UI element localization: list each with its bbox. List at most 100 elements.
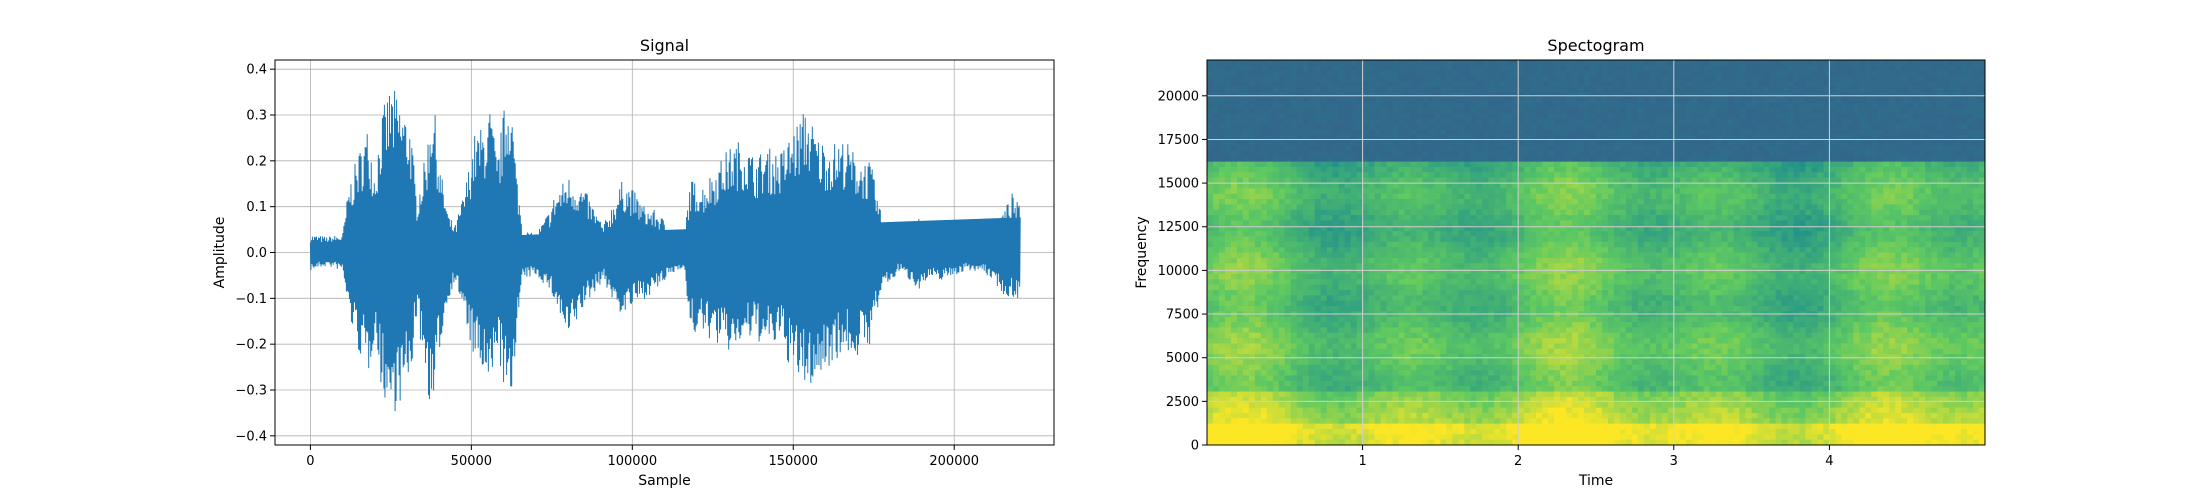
spectrogram-cell xyxy=(1512,439,1519,445)
spectrogram-cell xyxy=(1308,70,1316,77)
spectrogram-cell xyxy=(1224,263,1232,270)
spectrogram-cell xyxy=(1440,70,1447,77)
spectrogram-cell xyxy=(1452,177,1459,184)
spectrogram-cell xyxy=(1380,140,1388,147)
spectrogram-cell xyxy=(1506,263,1513,270)
spectrogram-cell xyxy=(1356,220,1364,227)
spectrogram-cell xyxy=(1296,108,1304,115)
spectrogram-cell xyxy=(1572,65,1579,72)
spectrogram-cell xyxy=(1344,375,1352,382)
spectrogram-cell xyxy=(1326,199,1334,205)
spectrogram-cell xyxy=(1476,225,1483,232)
spectrogram-cell xyxy=(1536,402,1543,409)
spectrogram-cell xyxy=(1236,322,1244,328)
spectrogram-cell xyxy=(1416,305,1424,312)
spectrogram-cell xyxy=(1428,364,1436,371)
spectrogram-cell xyxy=(1386,343,1394,350)
spectrogram-cell xyxy=(1566,231,1573,238)
spectrogram-cell xyxy=(1428,418,1436,425)
spectrogram-cell xyxy=(1248,134,1256,141)
spectrogram-cell xyxy=(1218,412,1226,419)
spectrogram-cell xyxy=(1512,220,1519,227)
spectrogram-cell xyxy=(1404,129,1412,136)
spectrogram-cell xyxy=(1494,182,1501,189)
spectrogram-cell xyxy=(1596,428,1603,435)
spectrogram-cell xyxy=(1272,220,1280,227)
spectrogram-cell xyxy=(1260,225,1268,232)
spectrogram-cell xyxy=(1404,76,1412,82)
spectrogram-cell xyxy=(1518,348,1525,355)
spectrogram-cell xyxy=(1470,193,1477,200)
spectrogram-cell xyxy=(1494,295,1501,302)
spectrogram-cell xyxy=(1476,439,1483,445)
spectrogram-cell xyxy=(1596,343,1603,350)
spectrogram-cell xyxy=(1314,300,1322,307)
spectrogram-cell xyxy=(1308,76,1316,82)
spectrogram-cell xyxy=(1452,134,1459,141)
spectrogram-cell xyxy=(1590,172,1597,179)
spectrogram-cell xyxy=(1386,327,1394,334)
spectrogram-cell xyxy=(1422,236,1430,243)
spectrogram-cell xyxy=(1207,348,1214,355)
spectrogram-cell xyxy=(1248,252,1256,259)
spectrogram-cell xyxy=(1398,60,1406,66)
spectrogram-cell xyxy=(1601,375,1609,382)
spectrogram-cell xyxy=(1296,177,1304,184)
spectrogram-cell xyxy=(1494,247,1501,254)
spectrogram-cell xyxy=(1446,359,1453,366)
spectrogram-cell xyxy=(1482,177,1489,184)
spectrogram-cell xyxy=(1224,199,1232,205)
spectrogram-cell xyxy=(1344,338,1352,345)
spectrogram-cell xyxy=(1584,338,1591,345)
spectrogram-cell xyxy=(1452,364,1459,371)
spectrogram-cell xyxy=(1524,364,1531,371)
spectrogram-cell xyxy=(1584,209,1591,216)
spectrogram-cell xyxy=(1512,386,1519,393)
spectrogram-cell xyxy=(1380,364,1388,371)
spectrogram-cell xyxy=(1302,263,1310,270)
spectrogram-cell xyxy=(1398,118,1406,125)
spectrogram-cell xyxy=(1320,81,1328,88)
spectrogram-cell xyxy=(1207,263,1214,270)
spectrogram-cell xyxy=(1560,284,1567,291)
spectrogram-cell xyxy=(1284,81,1292,88)
spectrogram-cell xyxy=(1542,81,1549,88)
spectrogram-cell xyxy=(1530,129,1537,136)
spectrogram-cell xyxy=(1554,295,1561,302)
spectrogram-cell xyxy=(1440,166,1447,173)
spectrogram-cell xyxy=(1368,375,1376,382)
spectrogram-cell xyxy=(1458,102,1465,109)
spectrogram-cell xyxy=(1512,236,1519,243)
spectrogram-cell xyxy=(1344,140,1352,147)
spectrogram-cell xyxy=(1572,97,1579,104)
spectrogram-cell xyxy=(1428,273,1436,280)
spectrogram-cell xyxy=(1578,418,1585,425)
spectrogram-cell xyxy=(1524,407,1531,414)
spectrogram-cell xyxy=(1482,348,1489,355)
spectrogram-cell xyxy=(1272,402,1280,409)
signal-x-tick-label: 150000 xyxy=(768,454,818,469)
spectrogram-cell xyxy=(1542,97,1549,104)
spectrogram-cell xyxy=(1362,279,1370,286)
spectrogram-cell xyxy=(1344,418,1352,425)
spectrogram-cell xyxy=(1332,70,1340,77)
spectrogram-cell xyxy=(1416,193,1424,200)
spectrogram-cell xyxy=(1494,252,1501,259)
spectrogram-cell xyxy=(1362,102,1370,109)
spectrogram-cell xyxy=(1607,177,1615,184)
spectrogram-cell xyxy=(1542,396,1549,403)
spectrogram-cell xyxy=(1344,241,1352,248)
spectrogram-cell xyxy=(1512,241,1519,248)
spectrogram-cell xyxy=(1601,204,1609,211)
spectrogram-cell xyxy=(1584,354,1591,361)
spectrogram-cell xyxy=(1320,316,1328,323)
signal-y-tick-label: −0.2 xyxy=(235,338,267,353)
spectrogram-cell xyxy=(1374,86,1382,93)
spectrogram-cell xyxy=(1422,86,1430,93)
spectrogram-cell xyxy=(1518,279,1525,286)
spectrogram-cell xyxy=(1368,300,1376,307)
spectrogram-cell xyxy=(1260,108,1268,115)
spectrogram-cell xyxy=(1386,279,1394,286)
spectrogram-cell xyxy=(1440,177,1447,184)
spectrogram-cell xyxy=(1613,279,1621,286)
